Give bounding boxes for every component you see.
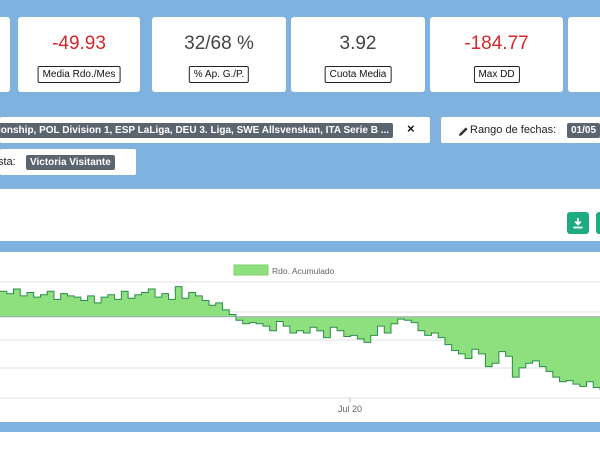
chart-toolbar-panel [0, 189, 600, 241]
bet-type-tag: Victoria Visitante [26, 155, 115, 170]
bottom-panel [0, 432, 600, 452]
bet-type-label: sta: [0, 156, 16, 168]
league-filter-tag: ionship, POL Division 1, ESP LaLiga, DEU… [0, 123, 394, 138]
download-icon [572, 217, 584, 232]
max-drawdown-value: -184.77 [464, 33, 529, 54]
bet-type-filter[interactable]: sta: Victoria Visitante [0, 149, 136, 175]
date-range-value[interactable]: 01/05 [567, 123, 600, 138]
stat-card-max-drawdown: -184.77 Max DD [430, 17, 563, 92]
avg-odds-label: Cuota Media [324, 66, 392, 83]
stat-card-avg-monthly-result: -49.93 Media Rdo./Mes [18, 17, 140, 92]
stat-card-avg-odds: 3.92 Cuota Media [291, 17, 425, 92]
chart-panel: Rdo. Acumulado Jul 20 [0, 252, 600, 422]
max-drawdown-label: Max DD [473, 66, 520, 83]
x-tick-label: Jul 20 [338, 404, 362, 414]
win-loss-pct-label: % Ap. G./P. [188, 66, 250, 83]
chart-legend: Rdo. Acumulado [233, 264, 335, 276]
secondary-action-button[interactable] [596, 212, 600, 234]
cumulative-result-chart: Rdo. Acumulado Jul 20 [0, 264, 600, 414]
remove-filter-icon[interactable]: × [407, 121, 415, 136]
stat-card-overflow [568, 17, 600, 92]
win-loss-pct-value: 32/68 % [184, 33, 254, 54]
pencil-icon [458, 124, 469, 136]
download-button[interactable] [567, 212, 589, 234]
series-line [0, 286, 600, 390]
avg-odds-value: 3.92 [339, 33, 377, 54]
avg-monthly-result-value: -49.93 [52, 33, 106, 54]
stat-card-partial [0, 17, 10, 92]
date-range-filter[interactable]: Rango de fechas: 01/05 [441, 117, 600, 143]
avg-monthly-result-label: Media Rdo./Mes [37, 66, 121, 83]
stat-card-win-loss-pct: 32/68 % % Ap. G./P. [152, 17, 286, 92]
legend-swatch [233, 264, 269, 276]
series-area [0, 286, 600, 390]
date-range-label: Rango de fechas: [470, 124, 557, 136]
league-filter[interactable]: ionship, POL Division 1, ESP LaLiga, DEU… [0, 117, 430, 143]
legend-label: Rdo. Acumulado [272, 266, 335, 276]
